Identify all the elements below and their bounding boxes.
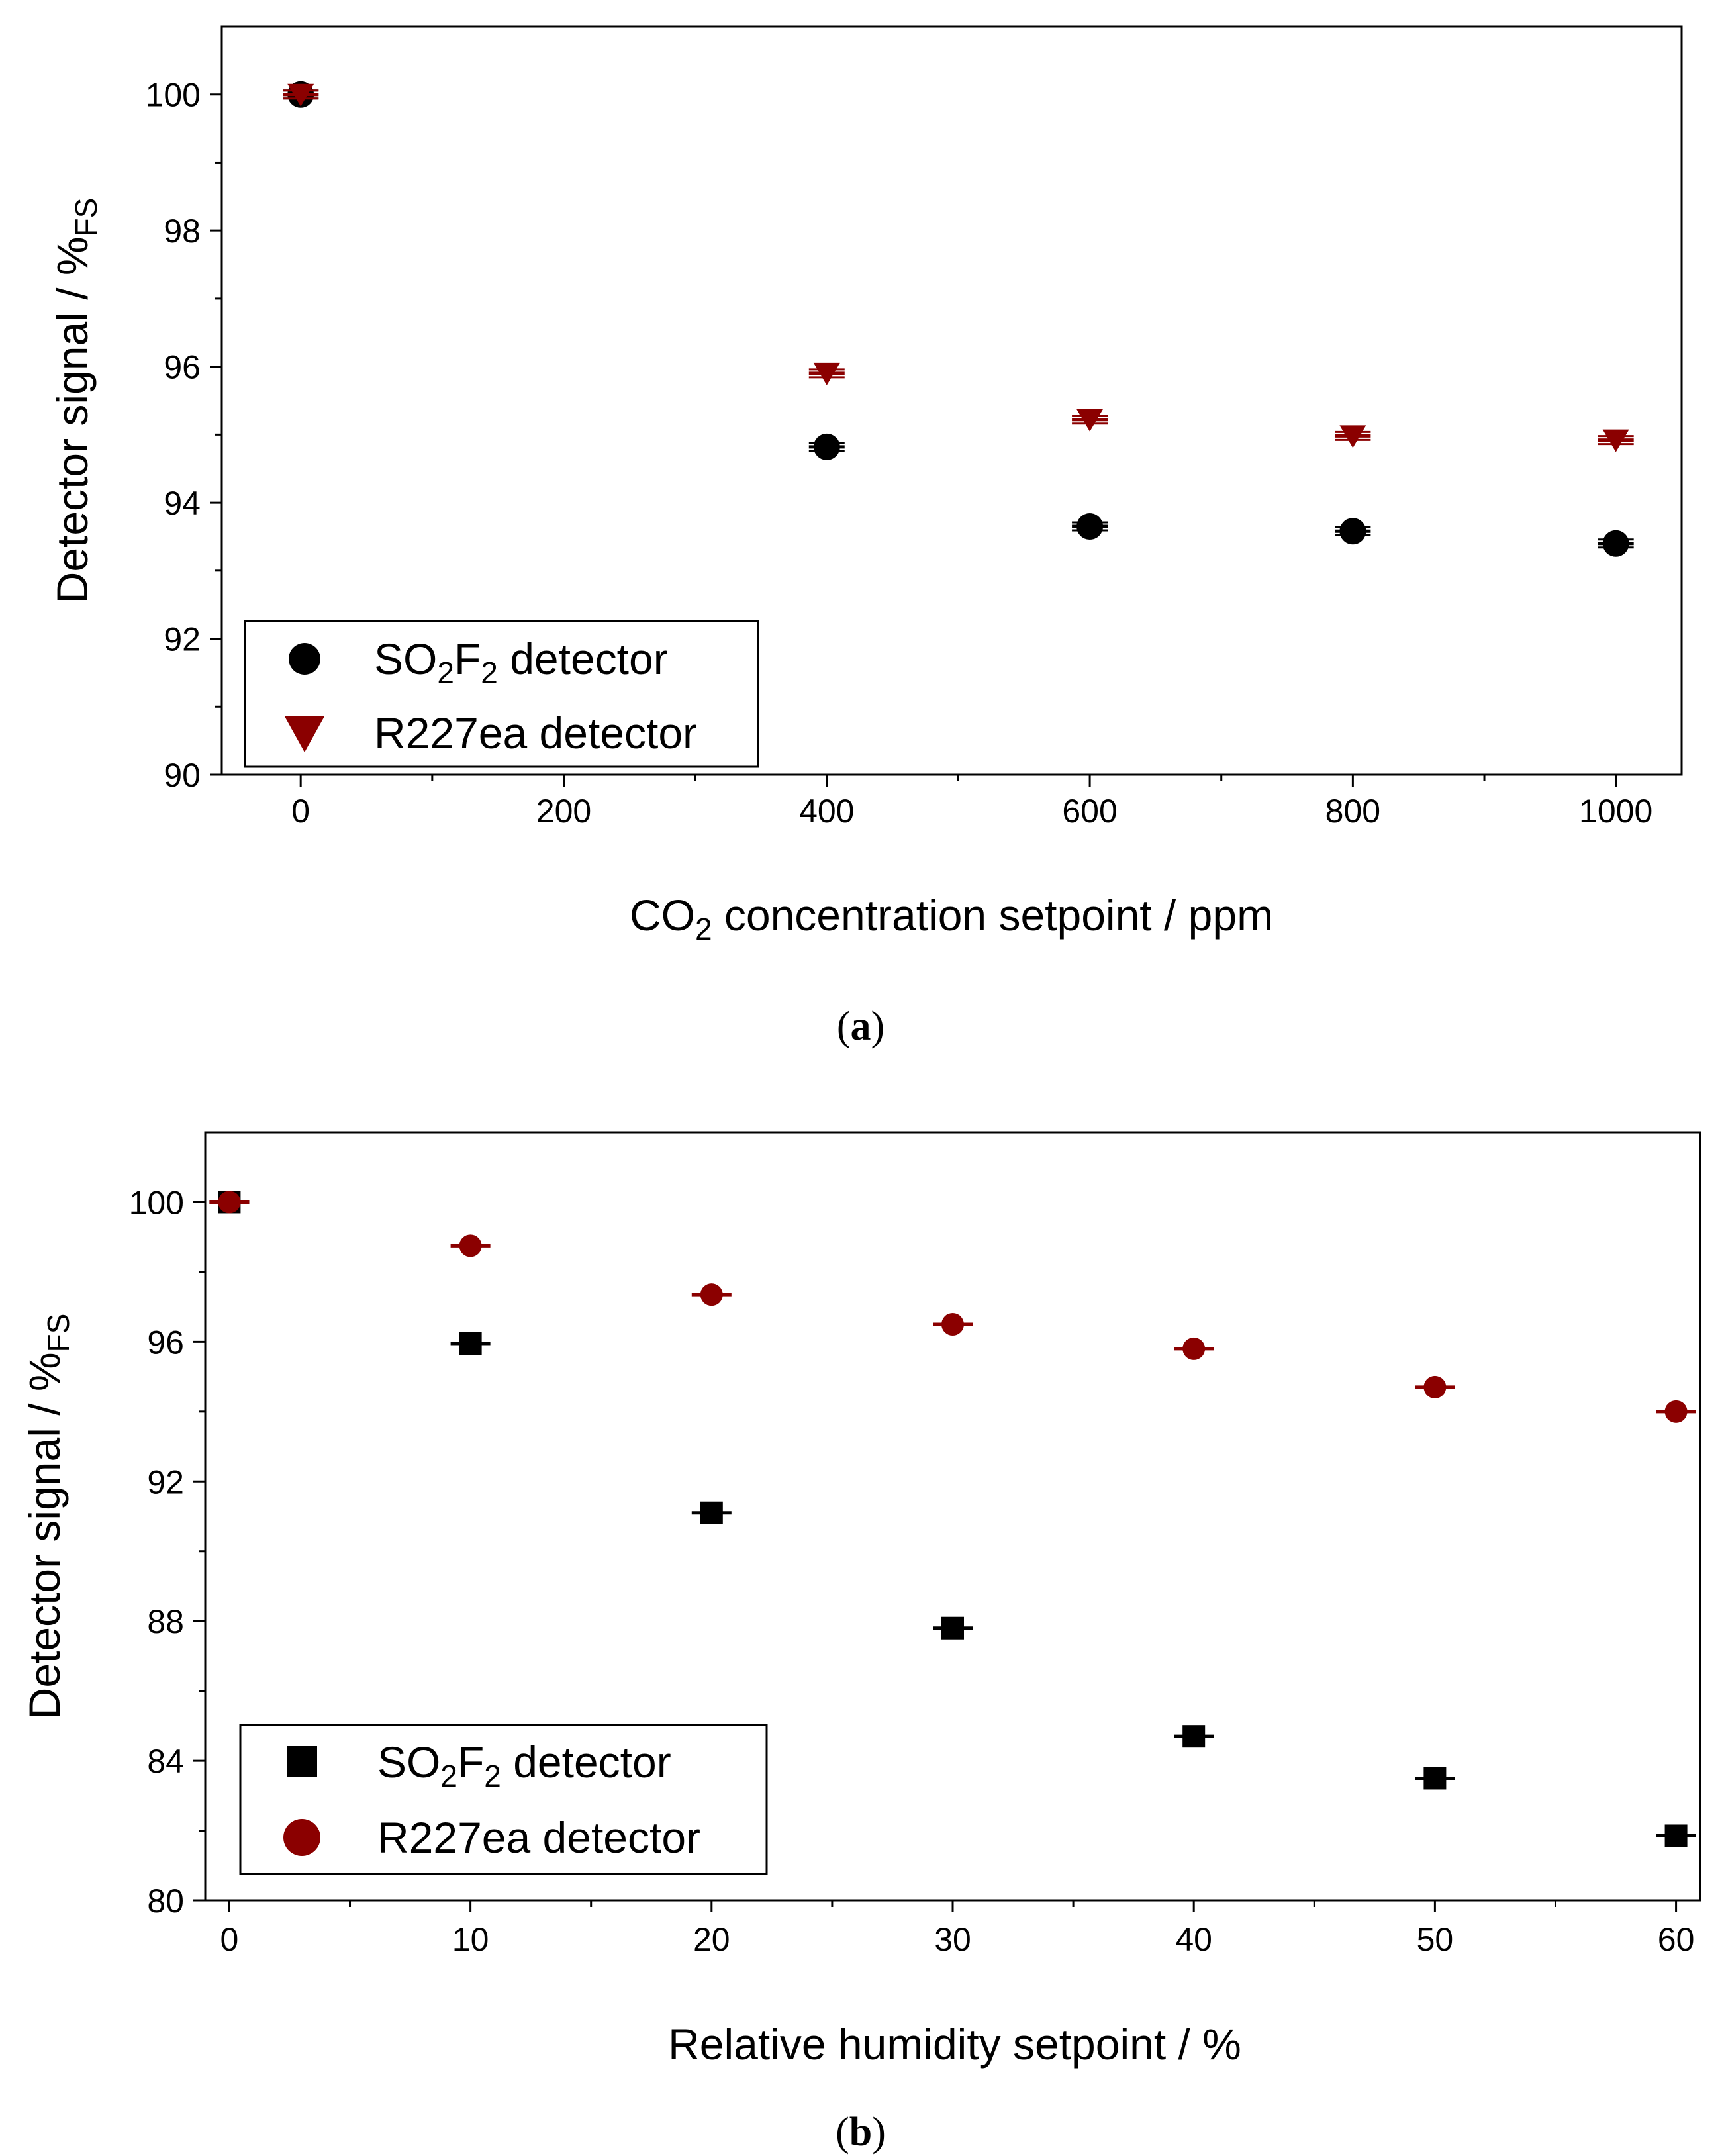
legend-box-a	[244, 620, 759, 768]
data-point	[941, 1616, 964, 1640]
x-tick-label: 0	[220, 1921, 239, 1958]
x-tick-label: 1000	[1579, 793, 1652, 830]
data-point	[813, 362, 840, 385]
data-point	[1076, 409, 1104, 432]
x-tick-label: 800	[1325, 793, 1380, 830]
legend-marker-so2f2-b	[287, 1746, 317, 1777]
data-point	[218, 1191, 241, 1214]
legend-marker-r227ea-a	[285, 716, 324, 752]
y-tick-label: 88	[147, 1603, 184, 1640]
y-tick-label: 100	[146, 77, 201, 114]
y-tick-label: 98	[164, 213, 201, 250]
x-tick-label: 60	[1658, 1921, 1695, 1958]
data-marks-b	[209, 1191, 1696, 1847]
data-point	[287, 83, 314, 107]
panel-label-a: (a)	[837, 1004, 885, 1049]
y-tick-label: 80	[147, 1883, 184, 1920]
x-tick-label: 0	[291, 793, 310, 830]
y-tick-label: 100	[129, 1184, 184, 1221]
legend-a: SO2F2 detector R227ea detector	[244, 620, 759, 768]
chart-panel-b: 0 10 20 30 40 50 60 80 84 88 92 96 100 Relative hum…	[20, 1131, 1701, 2155]
data-point	[1664, 1824, 1688, 1847]
panel-label-b: (b)	[836, 2110, 886, 2155]
data-point	[941, 1313, 964, 1336]
legend-label-r227ea-b: R227ea detector	[377, 1813, 700, 1862]
y-tick-label: 96	[147, 1324, 184, 1361]
x-axis-b: 0 10 20 30 40 50 60	[220, 1900, 1695, 1958]
y-tick-label: 94	[164, 485, 201, 522]
x-tick-label: 10	[452, 1921, 489, 1958]
data-point	[700, 1501, 723, 1524]
y-tick-label: 96	[164, 349, 201, 386]
y-axis-a: 90 92 94 96 98 100	[146, 77, 222, 794]
x-tick-label: 600	[1062, 793, 1117, 830]
y-tick-label: 92	[164, 621, 201, 658]
legend-box-b	[239, 1724, 768, 1875]
data-marks-a	[283, 81, 1634, 557]
legend-label-so2f2-a: SO2F2 detector	[374, 634, 668, 690]
x-axis-a: 0 200 400 600 800 1000	[291, 775, 1652, 830]
x-tick-label: 40	[1175, 1921, 1212, 1958]
x-axis-title-b: Relative humidity setpoint / %	[668, 2020, 1241, 2069]
data-point	[1076, 513, 1104, 540]
x-axis-title-a: CO2 concentration setpoint / ppm	[630, 891, 1273, 946]
data-point	[1339, 518, 1366, 545]
legend-b: SO2F2 detector R227ea detector	[239, 1724, 768, 1875]
x-tick-label: 200	[536, 793, 591, 830]
chart-panel-a: 0 200 400 600 800 1000 90 92 94 96 98 100 CO2 conc…	[48, 25, 1683, 1049]
data-point	[1423, 1375, 1447, 1398]
data-point	[459, 1332, 482, 1355]
x-tick-label: 50	[1417, 1921, 1454, 1958]
y-tick-label: 90	[164, 757, 201, 794]
data-point	[1423, 1767, 1447, 1790]
y-axis-title-b: Detector signal / %FS	[20, 1314, 75, 1720]
legend-marker-so2f2-a	[289, 643, 320, 675]
y-tick-label: 84	[147, 1743, 184, 1780]
data-point	[459, 1234, 482, 1257]
data-point	[1602, 429, 1629, 452]
legend-label-so2f2-b: SO2F2 detector	[377, 1738, 671, 1793]
data-point	[1339, 425, 1366, 448]
y-axis-title-a: Detector signal / %FS	[48, 198, 103, 604]
legend-label-r227ea-a: R227ea detector	[374, 709, 697, 758]
y-axis-b: 80 84 88 92 96 100	[129, 1184, 205, 1920]
data-point	[1182, 1337, 1206, 1360]
data-point	[1664, 1400, 1688, 1423]
data-point	[1182, 1725, 1206, 1748]
x-tick-label: 20	[693, 1921, 730, 1958]
plot-frame-a	[220, 25, 1683, 776]
x-tick-label: 30	[934, 1921, 971, 1958]
data-point	[700, 1283, 723, 1306]
data-point	[813, 433, 840, 460]
x-tick-label: 400	[799, 793, 854, 830]
y-tick-label: 92	[147, 1463, 184, 1500]
data-point	[1602, 530, 1629, 557]
legend-marker-r227ea-b	[283, 1819, 320, 1856]
